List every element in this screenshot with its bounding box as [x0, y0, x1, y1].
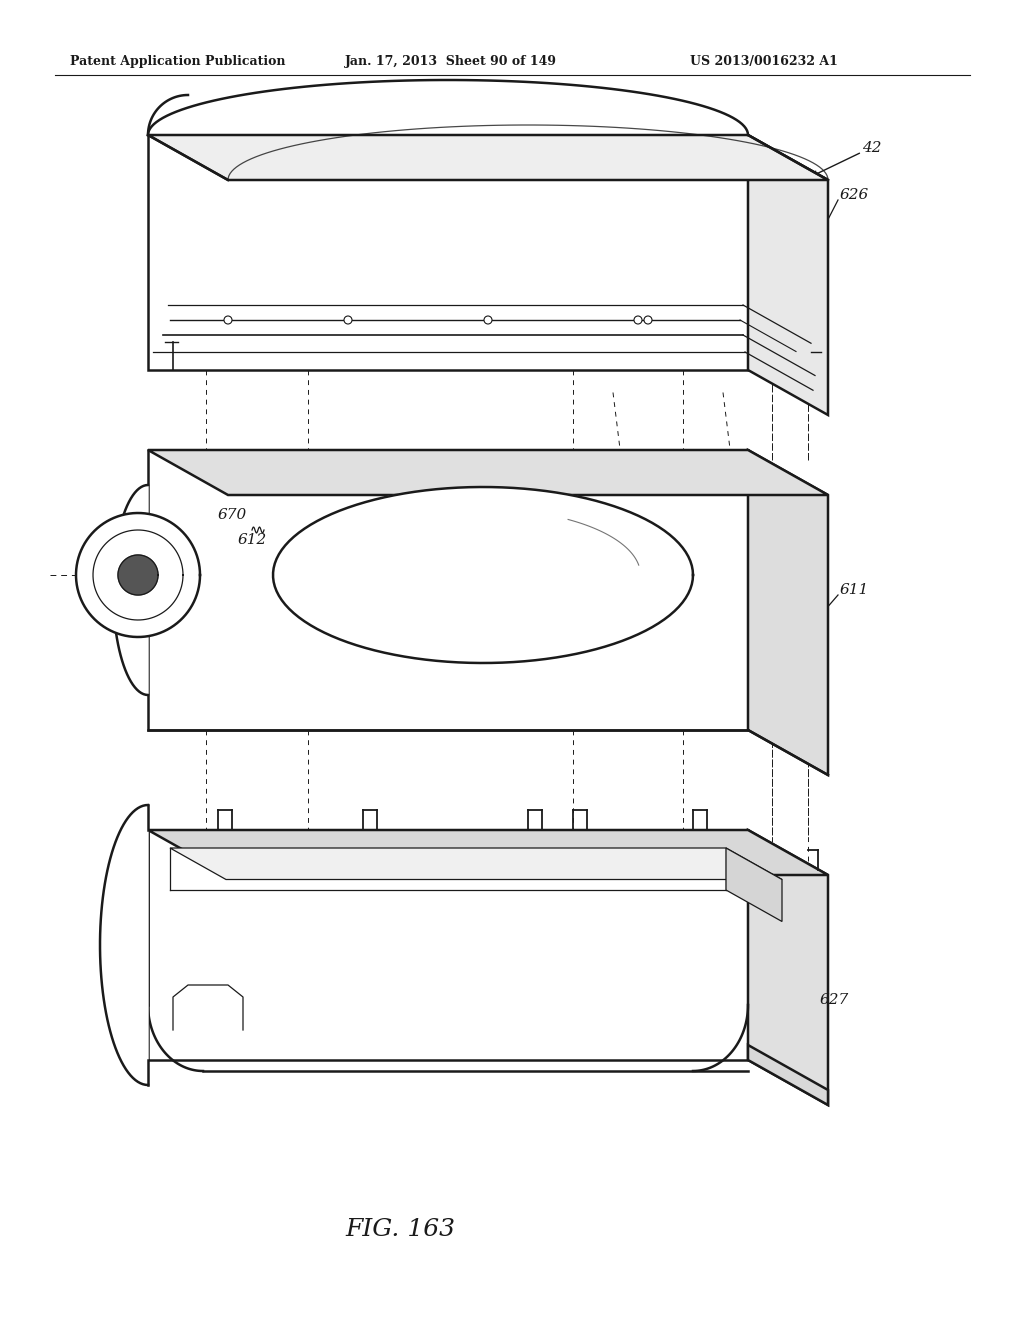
Polygon shape — [170, 847, 782, 879]
Polygon shape — [76, 513, 200, 638]
Polygon shape — [148, 81, 748, 135]
Polygon shape — [273, 487, 693, 663]
Polygon shape — [113, 484, 148, 696]
Polygon shape — [148, 830, 748, 1060]
Polygon shape — [748, 450, 828, 775]
Text: FIG. 163: FIG. 163 — [345, 1218, 455, 1242]
Text: 627: 627 — [820, 993, 849, 1007]
Circle shape — [634, 315, 642, 323]
Polygon shape — [726, 847, 782, 921]
Text: 613: 613 — [395, 869, 424, 882]
Polygon shape — [100, 805, 148, 1085]
Polygon shape — [148, 450, 748, 730]
Text: 670: 670 — [218, 508, 247, 521]
Polygon shape — [118, 554, 158, 595]
Text: 612: 612 — [238, 533, 267, 546]
Text: Patent Application Publication: Patent Application Publication — [70, 55, 286, 69]
Text: US 2013/0016232 A1: US 2013/0016232 A1 — [690, 55, 838, 69]
Polygon shape — [748, 135, 828, 414]
Text: 42: 42 — [862, 141, 882, 154]
Polygon shape — [748, 830, 828, 1105]
Circle shape — [644, 315, 652, 323]
Circle shape — [344, 315, 352, 323]
Polygon shape — [148, 135, 828, 180]
Text: 611: 611 — [840, 583, 869, 597]
Text: 626: 626 — [840, 187, 869, 202]
Polygon shape — [148, 450, 828, 495]
Polygon shape — [148, 830, 828, 875]
Circle shape — [484, 315, 492, 323]
Polygon shape — [148, 135, 748, 370]
Circle shape — [224, 315, 232, 323]
Polygon shape — [748, 1045, 828, 1105]
Text: Jan. 17, 2013  Sheet 90 of 149: Jan. 17, 2013 Sheet 90 of 149 — [345, 55, 557, 69]
